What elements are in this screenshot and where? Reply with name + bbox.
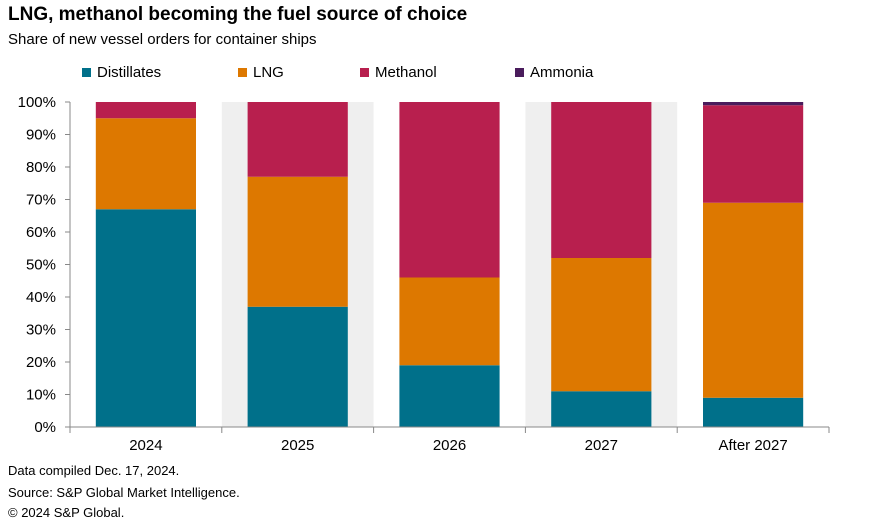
bar-methanol-2026	[399, 102, 500, 278]
legend-item-distillates: Distillates	[82, 64, 161, 81]
legend-label-lng: LNG	[253, 64, 284, 81]
y-tick-label: 100%	[18, 94, 56, 111]
legend-swatch-ammonia	[515, 68, 524, 77]
legend-swatch-lng	[238, 68, 247, 77]
y-tick-label: 40%	[26, 289, 56, 306]
x-tick-label: 2025	[281, 437, 314, 454]
y-tick-label: 30%	[26, 322, 56, 339]
bar-methanol-2027	[551, 102, 652, 258]
y-tick-label: 0%	[34, 419, 56, 436]
bar-distillates-2024	[95, 209, 196, 427]
bar-methanol-2024	[95, 102, 196, 119]
legend-swatch-distillates	[82, 68, 91, 77]
bar-distillates-2026	[399, 365, 500, 427]
legend-swatch-methanol	[360, 68, 369, 77]
chart-subtitle: Share of new vessel orders for container…	[8, 31, 317, 48]
bar-methanol-2025	[247, 102, 348, 177]
bar-lng-after-2027	[703, 202, 804, 398]
y-tick-label: 60%	[26, 224, 56, 241]
y-tick-label: 80%	[26, 159, 56, 176]
y-tick-label: 70%	[26, 192, 56, 209]
legend-item-ammonia: Ammonia	[515, 64, 593, 81]
bar-lng-2024	[95, 118, 196, 210]
x-tick-label: 2024	[129, 437, 162, 454]
bar-lng-2026	[399, 277, 500, 366]
legend-label-distillates: Distillates	[97, 64, 162, 81]
bar-ammonia-after-2027	[703, 102, 804, 106]
bar-methanol-after-2027	[703, 105, 804, 203]
legend-item-methanol: Methanol	[360, 64, 437, 81]
y-tick-label: 20%	[26, 354, 56, 371]
y-tick-label: 50%	[26, 257, 56, 274]
bar-lng-2027	[551, 258, 652, 392]
x-tick-label: 2027	[585, 437, 618, 454]
legend-item-lng: LNG	[238, 64, 284, 81]
footer-copyright: © 2024 S&P Global.	[8, 505, 125, 520]
footer-note: Data compiled Dec. 17, 2024.	[8, 463, 180, 478]
chart-title: LNG, methanol becoming the fuel source o…	[8, 4, 468, 25]
x-tick-label: 2026	[433, 437, 466, 454]
bar-distillates-after-2027	[703, 397, 804, 427]
y-tick-label: 90%	[26, 127, 56, 144]
footer-source: Source: S&P Global Market Intelligence.	[8, 485, 240, 500]
y-tick-label: 10%	[26, 387, 56, 404]
x-tick-label: After 2027	[718, 437, 787, 454]
legend-label-methanol: Methanol	[375, 64, 437, 81]
legend: Distillates LNG Methanol Ammonia	[0, 64, 876, 84]
legend-label-ammonia: Ammonia	[530, 64, 594, 81]
bar-distillates-2027	[551, 391, 652, 427]
bar-distillates-2025	[247, 306, 348, 427]
bar-lng-2025	[247, 176, 348, 307]
